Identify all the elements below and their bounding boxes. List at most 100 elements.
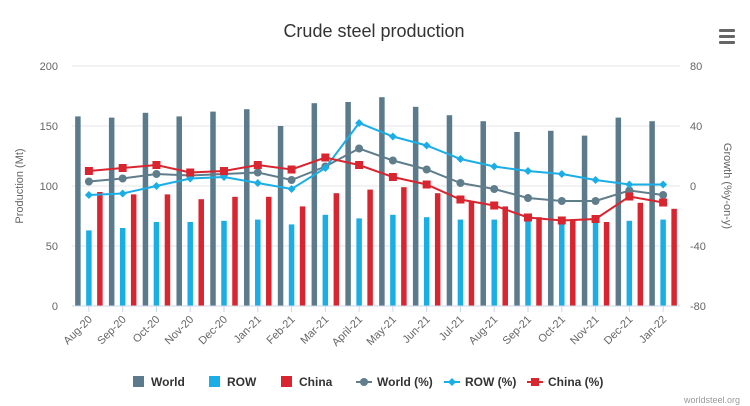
series-row-bars bbox=[86, 214, 666, 306]
point-marker bbox=[456, 179, 465, 187]
bar-row bbox=[660, 219, 666, 306]
bar-row bbox=[255, 219, 261, 306]
bar-world bbox=[210, 111, 216, 306]
y2-axis-title: Growth (%y-on-y) bbox=[721, 143, 733, 229]
point-marker bbox=[118, 174, 127, 183]
point-marker bbox=[456, 155, 465, 163]
bar-china bbox=[198, 199, 204, 306]
bar-china bbox=[97, 192, 103, 306]
bar-world bbox=[75, 116, 81, 307]
series-china-bars bbox=[97, 187, 677, 306]
bar-china bbox=[333, 193, 340, 306]
bar-world bbox=[379, 97, 385, 306]
chart-menu-button[interactable] bbox=[716, 26, 738, 46]
bar-china bbox=[434, 193, 441, 306]
bar-row bbox=[86, 230, 92, 306]
bar-row bbox=[390, 214, 396, 306]
legend-item-row[interactable]: ROW bbox=[209, 375, 257, 389]
y2-tick-label: 0 bbox=[690, 181, 696, 193]
series-row-line bbox=[84, 119, 668, 199]
bar-world bbox=[277, 126, 284, 306]
bar-world bbox=[615, 117, 622, 306]
point-marker bbox=[422, 141, 431, 150]
legend-label: ROW (%) bbox=[465, 375, 516, 389]
y-tick-label: 50 bbox=[46, 241, 58, 253]
legend-item-row[interactable]: ROW (%) bbox=[444, 375, 516, 389]
y-tick-label: 0 bbox=[52, 301, 58, 313]
bar-row bbox=[356, 218, 362, 306]
legend-item-china[interactable]: China (%) bbox=[527, 375, 603, 389]
point-marker bbox=[253, 161, 262, 169]
bar-row bbox=[592, 222, 599, 306]
point-marker bbox=[659, 198, 668, 207]
point-marker bbox=[490, 185, 499, 193]
bar-row bbox=[457, 219, 464, 306]
y2-tick-label: -80 bbox=[690, 301, 706, 313]
legend-label: World (%) bbox=[377, 375, 433, 389]
point-marker bbox=[524, 167, 532, 175]
legend-item-world[interactable]: World bbox=[133, 375, 185, 389]
bar-china bbox=[671, 208, 677, 306]
point-marker bbox=[591, 176, 600, 184]
legend-label: World bbox=[151, 375, 185, 389]
legend-marker bbox=[531, 378, 539, 386]
legend-item-china[interactable]: China bbox=[281, 375, 333, 389]
point-marker bbox=[388, 156, 397, 165]
legend-marker bbox=[448, 378, 456, 386]
legend-swatch bbox=[209, 376, 220, 387]
bar-row bbox=[153, 222, 160, 306]
bar-row bbox=[119, 228, 126, 306]
legend-item-world[interactable]: World (%) bbox=[356, 375, 433, 389]
bar-world bbox=[514, 132, 520, 306]
point-marker bbox=[152, 182, 161, 190]
bar-world bbox=[176, 116, 182, 307]
bar-series bbox=[75, 97, 677, 307]
y2-tick-label: 80 bbox=[690, 61, 702, 73]
bar-world bbox=[548, 130, 554, 306]
series-world-bars bbox=[75, 97, 655, 307]
bar-china bbox=[232, 196, 238, 306]
point-marker bbox=[388, 173, 397, 181]
legend-swatch bbox=[281, 376, 292, 387]
bar-row bbox=[525, 219, 531, 306]
point-marker bbox=[186, 168, 195, 177]
y-axis-title: Production (Mt) bbox=[14, 148, 26, 223]
point-marker bbox=[84, 177, 93, 186]
line-path bbox=[88, 147, 664, 202]
point-marker bbox=[118, 189, 127, 198]
line-path bbox=[88, 156, 664, 222]
point-marker bbox=[659, 191, 668, 199]
point-marker bbox=[591, 215, 600, 223]
bar-row bbox=[288, 224, 295, 306]
point-marker bbox=[321, 153, 330, 162]
hamburger-menu-icon[interactable] bbox=[719, 29, 735, 44]
legend-swatch bbox=[133, 376, 144, 387]
bar-world bbox=[480, 121, 486, 306]
legend-label: China (%) bbox=[548, 375, 603, 389]
point-marker bbox=[287, 165, 296, 174]
point-marker bbox=[253, 168, 262, 177]
point-marker bbox=[118, 164, 127, 172]
point-marker bbox=[422, 165, 431, 174]
bar-china bbox=[401, 187, 407, 306]
legend-label: ROW bbox=[227, 375, 257, 389]
point-marker bbox=[287, 176, 296, 184]
bar-world bbox=[345, 102, 351, 306]
point-marker bbox=[524, 194, 532, 202]
legend-label: China bbox=[299, 375, 333, 389]
bar-row bbox=[423, 217, 430, 306]
point-marker bbox=[253, 179, 262, 187]
point-marker bbox=[355, 144, 364, 153]
bar-row bbox=[322, 214, 329, 306]
right-axis-ticks: -80 -40 0 40 80 bbox=[690, 61, 706, 313]
bar-world bbox=[412, 106, 419, 306]
bar-china bbox=[637, 202, 644, 306]
line-series bbox=[84, 119, 668, 225]
bar-china bbox=[299, 206, 306, 306]
point-marker bbox=[625, 180, 634, 189]
point-marker bbox=[84, 191, 93, 199]
bar-china bbox=[266, 196, 272, 306]
point-marker bbox=[321, 164, 330, 172]
point-marker bbox=[524, 213, 532, 222]
